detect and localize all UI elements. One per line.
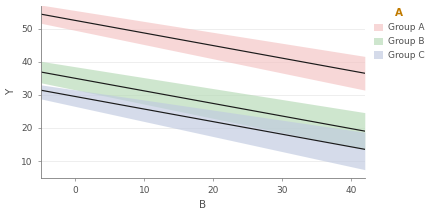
Y-axis label: Y: Y — [6, 88, 16, 95]
Legend: Group A, Group B, Group C: Group A, Group B, Group C — [372, 7, 426, 62]
X-axis label: B: B — [199, 200, 206, 210]
